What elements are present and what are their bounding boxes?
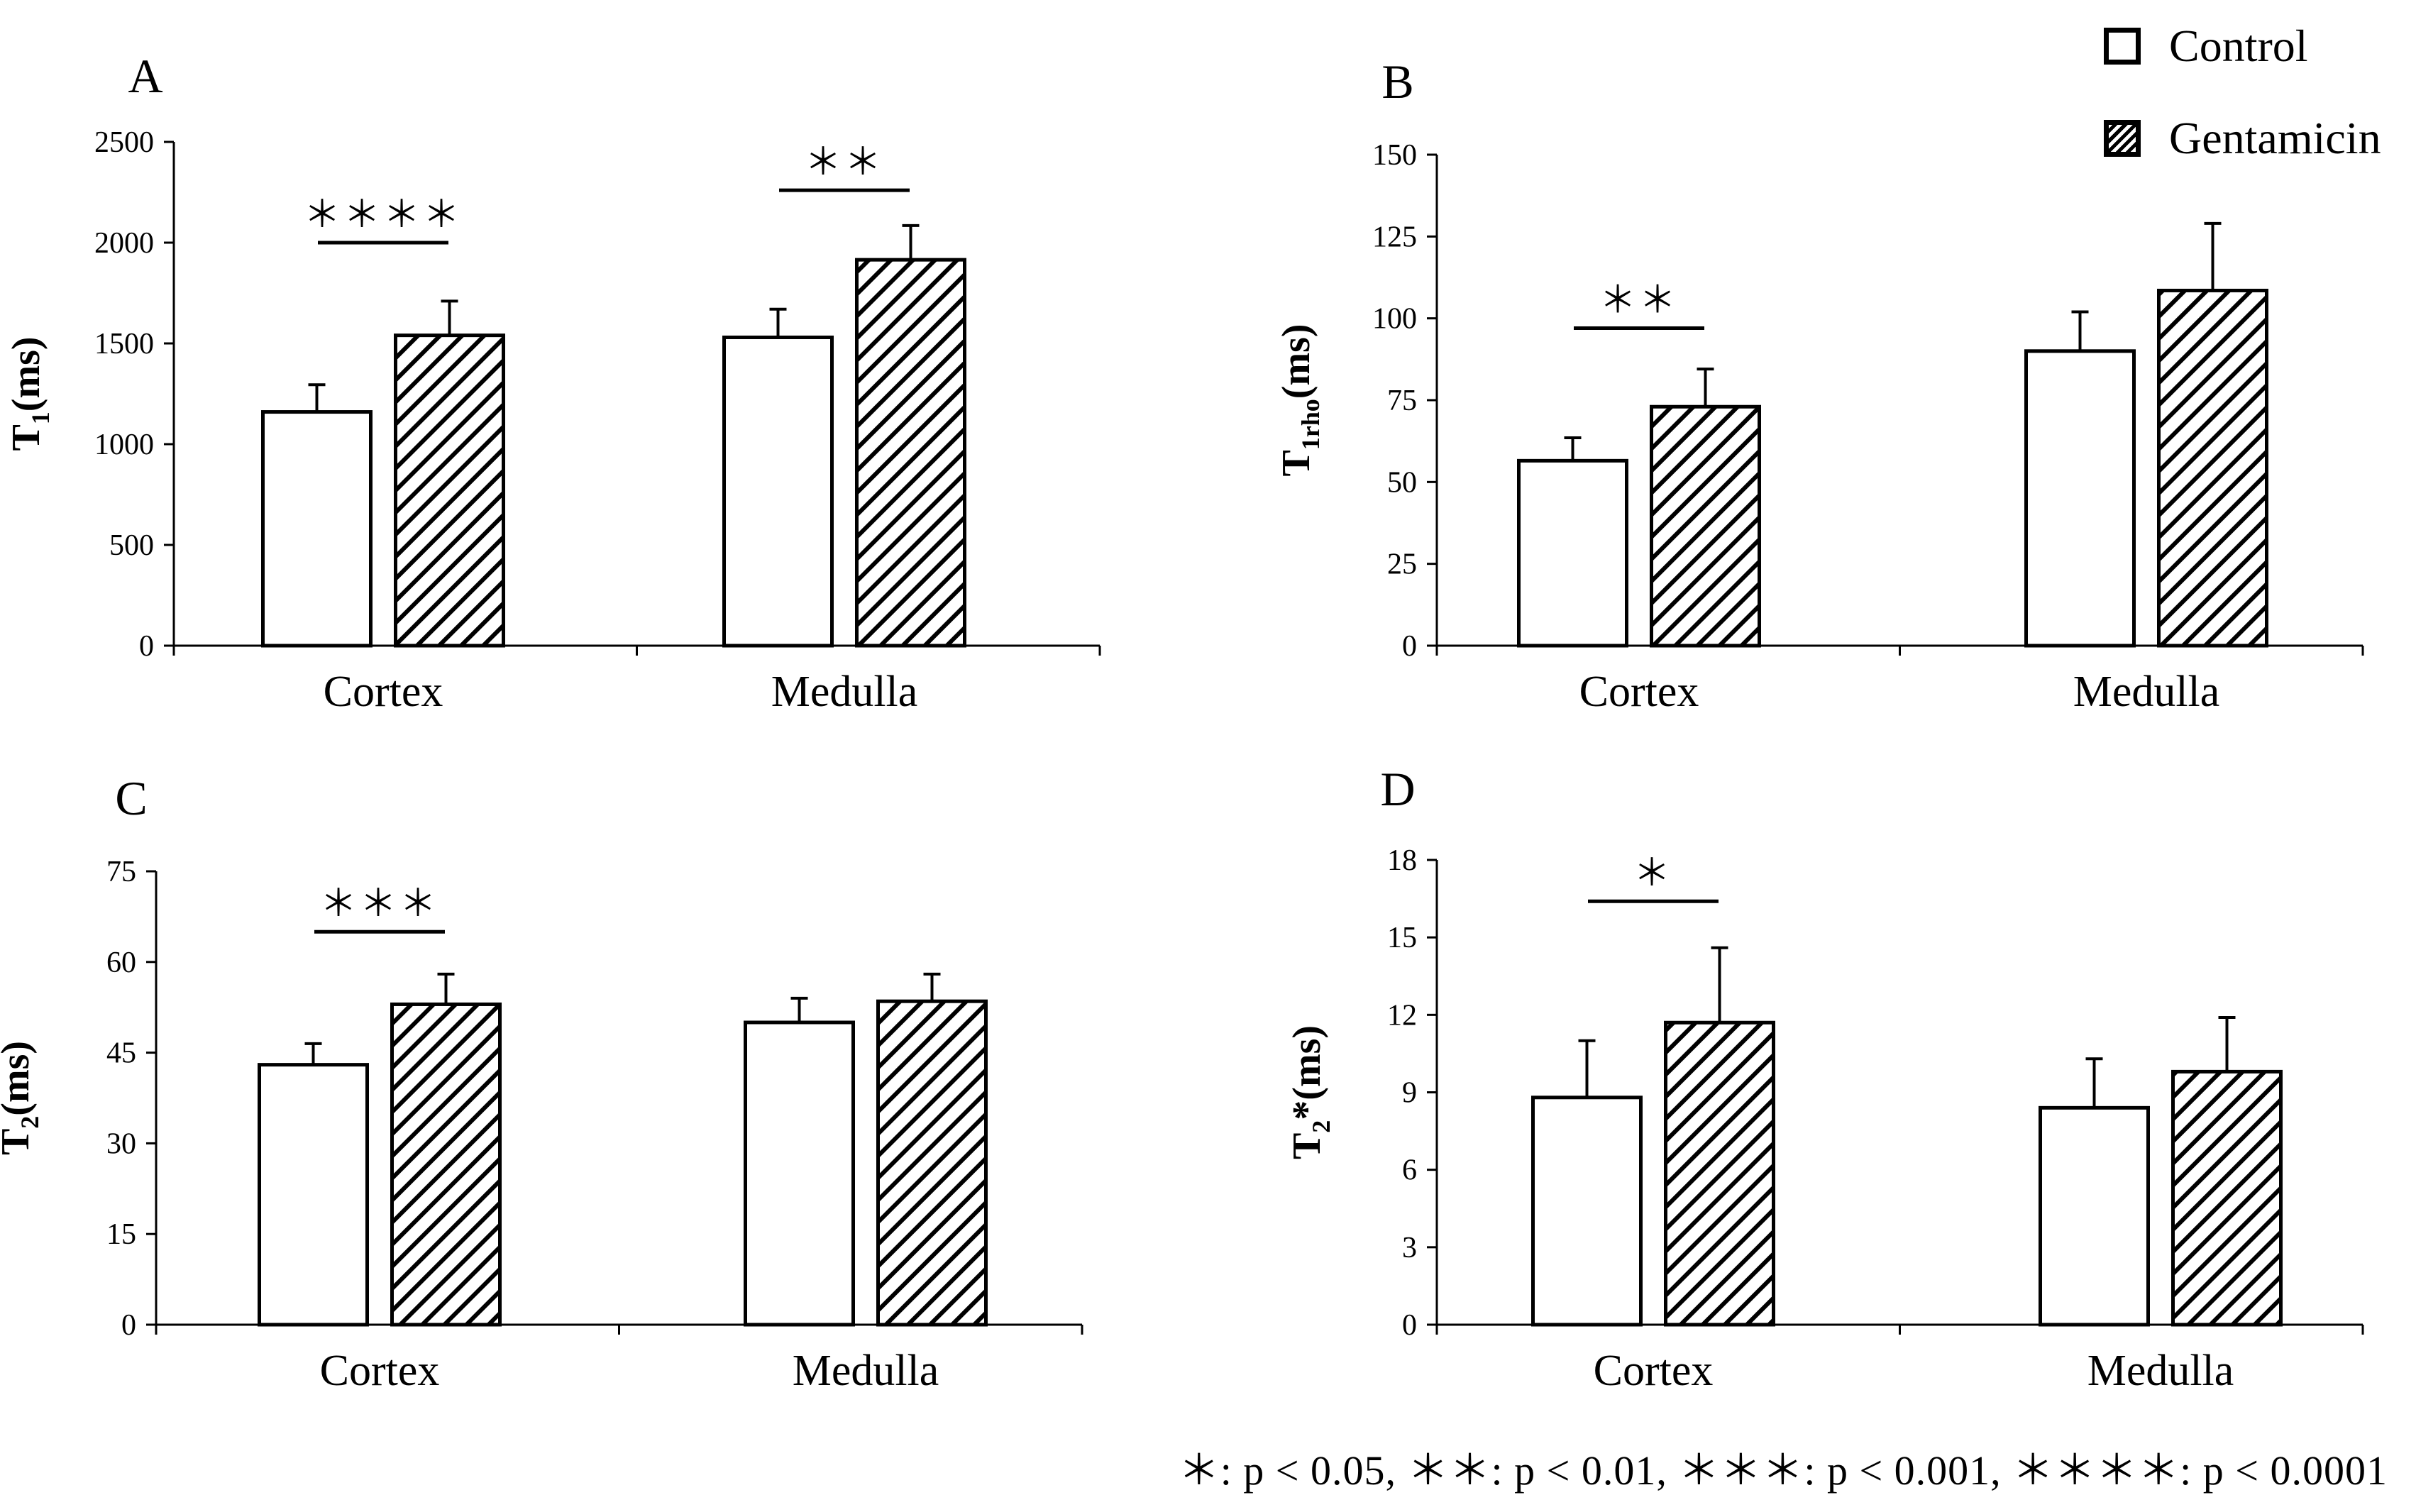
x-category-label-medulla: Medulla xyxy=(2073,668,2220,716)
legend-label-control: Control xyxy=(2169,21,2308,71)
legend-item-gentamicin: Gentamicin xyxy=(2104,110,2381,167)
y-axis-title-unit: (ms) xyxy=(1274,324,1318,399)
x-category-label-medulla: Medulla xyxy=(793,1347,939,1395)
y-tick-label: 100 xyxy=(1372,303,1417,336)
bar-control-cortex xyxy=(1531,1096,1643,1327)
y-tick-label: 2000 xyxy=(94,227,154,260)
gentamicin-swatch xyxy=(2104,120,2141,157)
y-tick-label: 3 xyxy=(1402,1232,1417,1264)
panel-letter-a: A xyxy=(128,49,162,103)
x-category-label-cortex: Cortex xyxy=(1594,1347,1714,1395)
y-axis-title: T2*(ms) xyxy=(1285,1025,1335,1159)
x-category-label-cortex: Cortex xyxy=(1579,668,1699,716)
significance-stars: ＊ xyxy=(1633,854,1673,894)
y-tick-label: 0 xyxy=(1402,1309,1417,1342)
y-tick-label: 9 xyxy=(1402,1077,1417,1110)
y-axis-title-unit: (ms) xyxy=(4,336,48,412)
bar-control-cortex xyxy=(261,410,373,648)
y-tick-label: 50 xyxy=(1387,466,1417,499)
y-tick-label: 45 xyxy=(106,1037,136,1070)
panel-letter-c: C xyxy=(115,771,147,825)
y-tick-label: 30 xyxy=(106,1127,136,1160)
x-category-label-medulla: Medulla xyxy=(771,668,918,716)
y-axis-title: T1(ms) xyxy=(4,336,55,451)
y-tick-label: 1500 xyxy=(94,328,154,360)
y-axis-title-subscript: 2 xyxy=(16,1116,44,1129)
y-tick-label: 6 xyxy=(1402,1154,1417,1187)
legend-label-gentamicin: Gentamicin xyxy=(2169,113,2381,163)
control-swatch xyxy=(2104,28,2141,65)
bar-gentamicin-medulla xyxy=(2157,288,2268,648)
y-axis-title-main: T xyxy=(0,1129,38,1155)
y-axis-title-main: T xyxy=(1285,1133,1329,1159)
x-category-label-cortex: Cortex xyxy=(320,1347,440,1395)
y-axis-title-unit: *(ms) xyxy=(1285,1025,1329,1120)
bar-control-medulla xyxy=(2039,1105,2150,1327)
legend-item-control: Control xyxy=(2104,18,2308,75)
y-tick-label: 75 xyxy=(106,856,136,888)
y-tick-label: 0 xyxy=(1402,630,1417,663)
y-tick-label: 25 xyxy=(1387,548,1417,581)
chart-panel-b: B 0 25 50 75 100 125 150 T1rho(ms) Cortex Medulla ＊… xyxy=(1274,55,2364,716)
y-axis-title: T1rho(ms) xyxy=(1274,324,1325,476)
y-axis-title-main: T xyxy=(4,424,48,451)
y-axis-title-subscript: 2 xyxy=(1307,1120,1335,1133)
bar-gentamicin-cortex xyxy=(1650,404,1761,648)
y-tick-label: 12 xyxy=(1387,999,1417,1032)
y-tick-label: 15 xyxy=(1387,922,1417,954)
panel-letter-b: B xyxy=(1381,55,1413,109)
x-category-label-cortex: Cortex xyxy=(324,668,443,716)
chart-panel-d: D 0 3 6 9 12 15 18 T2*(ms) Cortex Medulla ＊ xyxy=(1285,762,2364,1395)
y-tick-label: 18 xyxy=(1387,844,1417,877)
bar-control-medulla xyxy=(744,1020,855,1327)
bar-control-medulla xyxy=(722,335,834,648)
significance-stars: ＊＊ xyxy=(805,143,884,183)
significance-footnote: ＊: p < 0.05, ＊＊: p < 0.01, ＊＊＊: p < 0.00… xyxy=(1178,1447,2388,1494)
significance-stars: ＊＊＊ xyxy=(320,884,439,925)
y-axis-title-subscript: 1 xyxy=(26,412,55,424)
y-tick-label: 1000 xyxy=(94,429,154,461)
y-axis-title-subscript: 1rho xyxy=(1296,399,1325,450)
significance-stars: ＊＊＊＊ xyxy=(304,195,463,236)
bar-gentamicin-cortex xyxy=(1664,1020,1775,1327)
panel-letter-d: D xyxy=(1380,762,1415,816)
x-category-label-medulla: Medulla xyxy=(2087,1347,2234,1395)
bar-control-medulla xyxy=(2024,349,2136,648)
significance-stars: ＊＊ xyxy=(1599,281,1679,321)
bar-gentamicin-medulla xyxy=(855,258,966,648)
y-tick-label: 60 xyxy=(106,947,136,979)
y-axis-title-unit: (ms) xyxy=(0,1041,38,1116)
y-tick-label: 2500 xyxy=(94,126,154,159)
y-axis-title-main: T xyxy=(1274,450,1318,476)
legend: Control Gentamicin xyxy=(2104,7,2409,163)
bar-gentamicin-medulla xyxy=(876,999,988,1327)
chart-panel-a: A 0 500 1000 1500 2000 2500 T1(ms) Cortex Medulla… xyxy=(4,49,1101,716)
bar-gentamicin-medulla xyxy=(2171,1069,2283,1327)
bar-control-cortex xyxy=(1517,458,1628,648)
bar-control-cortex xyxy=(258,1063,369,1327)
bar-gentamicin-cortex xyxy=(394,333,505,648)
y-tick-label: 0 xyxy=(121,1309,136,1342)
y-tick-label: 125 xyxy=(1372,221,1417,253)
y-axis-title: T2(ms) xyxy=(0,1041,44,1155)
y-tick-label: 150 xyxy=(1372,139,1417,172)
y-tick-label: 75 xyxy=(1387,385,1417,417)
y-tick-label: 0 xyxy=(139,630,154,663)
chart-panel-c: C 0 15 30 45 60 75 T2(ms) Cortex Medulla ＊＊＊ xyxy=(0,771,1083,1395)
bar-gentamicin-cortex xyxy=(390,1002,502,1327)
y-tick-label: 15 xyxy=(106,1218,136,1251)
y-tick-label: 500 xyxy=(109,529,154,562)
